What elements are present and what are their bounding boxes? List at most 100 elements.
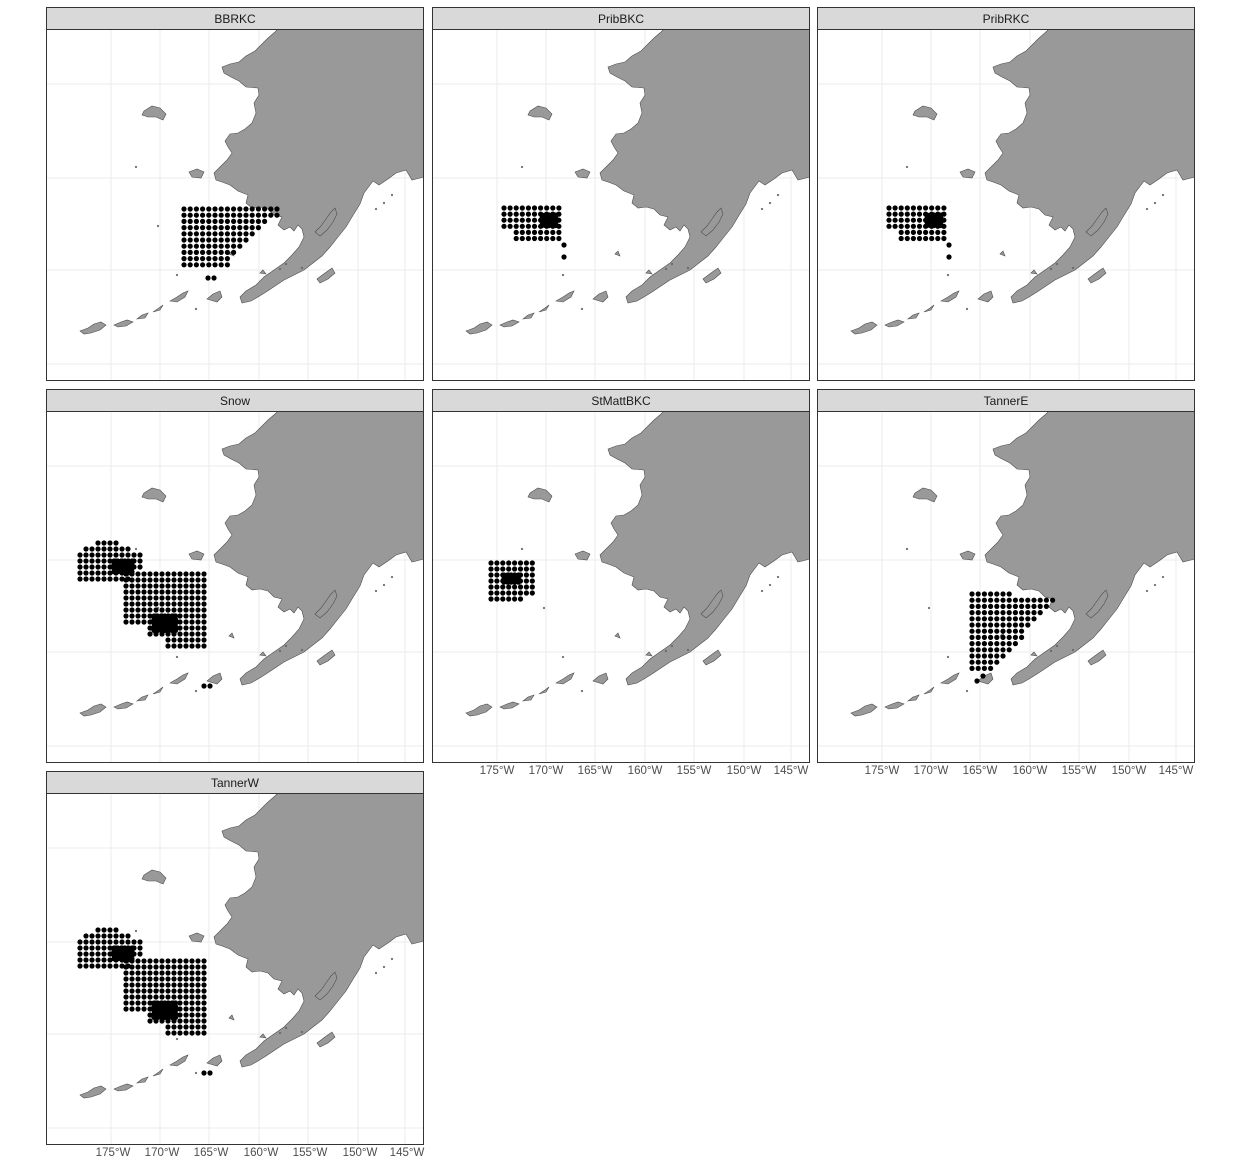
station-point [89, 576, 95, 582]
station-point [183, 1012, 189, 1018]
station-point [274, 212, 280, 218]
station-point [935, 229, 941, 235]
station-point [155, 1007, 161, 1013]
station-point [147, 982, 153, 988]
station-point [151, 1007, 157, 1013]
station-point [77, 963, 83, 969]
station-point [206, 231, 212, 237]
station-point [201, 631, 207, 637]
station-point [111, 569, 117, 575]
station-point [224, 218, 230, 224]
station-point [183, 982, 189, 988]
islet [175, 273, 179, 277]
station-point [83, 963, 89, 969]
station-point [123, 595, 129, 601]
station-point [975, 597, 981, 603]
station-point [531, 229, 538, 235]
islet [1055, 262, 1059, 266]
station-point [177, 1006, 183, 1012]
station-point [494, 566, 500, 572]
station-point [218, 225, 224, 231]
station-point [165, 577, 171, 583]
station-point [122, 565, 128, 571]
station-point [201, 625, 207, 631]
station-point [892, 211, 898, 217]
station-point [125, 933, 131, 939]
station-point [113, 927, 119, 933]
station-point [173, 624, 179, 630]
station-points [969, 591, 1056, 684]
station-point [975, 628, 981, 634]
station-point [969, 634, 975, 640]
station-point [201, 637, 207, 643]
station-point [981, 610, 987, 616]
station-point [1000, 616, 1006, 622]
station-point [101, 576, 107, 582]
station-point [237, 237, 243, 243]
station-point [994, 641, 1000, 647]
x-tick-label: 160°W [1012, 765, 1048, 777]
station-point [195, 982, 201, 988]
land [79, 793, 424, 1099]
station-point [177, 982, 183, 988]
station-point [123, 982, 129, 988]
islet [284, 644, 288, 648]
station-point [189, 964, 195, 970]
aleutian-islands [850, 672, 960, 717]
station-point [125, 552, 131, 558]
station-point [135, 607, 141, 613]
island [188, 168, 205, 179]
station-point [500, 584, 506, 590]
facet-strip-label: TannerW [46, 771, 424, 794]
island [645, 651, 653, 657]
station-point [544, 229, 550, 235]
station-point [512, 584, 518, 590]
station-point [201, 1070, 207, 1076]
station-point [171, 970, 177, 976]
islet [670, 262, 674, 266]
station-point [173, 1007, 179, 1013]
station-point [181, 231, 187, 237]
station-point [189, 607, 195, 613]
station-point [195, 631, 201, 637]
station-point [137, 552, 143, 558]
station-point [255, 212, 261, 218]
islet [278, 649, 282, 653]
station-point [147, 583, 153, 589]
station-point [1031, 603, 1037, 609]
station-point [147, 613, 153, 619]
islet [382, 583, 386, 587]
station-point [231, 206, 237, 212]
aleutian-islands [465, 290, 575, 335]
station-point [195, 619, 201, 625]
station-point [519, 217, 525, 223]
station-point [141, 982, 147, 988]
station-point [231, 231, 237, 237]
station-point [147, 601, 153, 607]
station-point [517, 566, 524, 572]
station-point [169, 620, 175, 626]
station-point [515, 576, 521, 582]
station-point [153, 571, 159, 577]
station-point [122, 949, 128, 955]
islet [134, 929, 138, 933]
station-point [929, 229, 935, 235]
station-point [981, 653, 987, 659]
island [702, 267, 722, 284]
station-point [183, 595, 189, 601]
station-point [118, 558, 124, 564]
station-point [123, 613, 129, 619]
station-point [123, 976, 129, 982]
station-point [505, 572, 511, 578]
station-point [153, 595, 159, 601]
island [316, 1031, 336, 1048]
station-point [916, 229, 923, 235]
station-point [500, 560, 506, 566]
islet [175, 655, 179, 659]
station-point [107, 927, 113, 933]
station-point [195, 625, 201, 631]
station-point [488, 578, 494, 584]
station-point [159, 964, 165, 970]
station-point [151, 627, 157, 633]
station-point [129, 565, 135, 571]
